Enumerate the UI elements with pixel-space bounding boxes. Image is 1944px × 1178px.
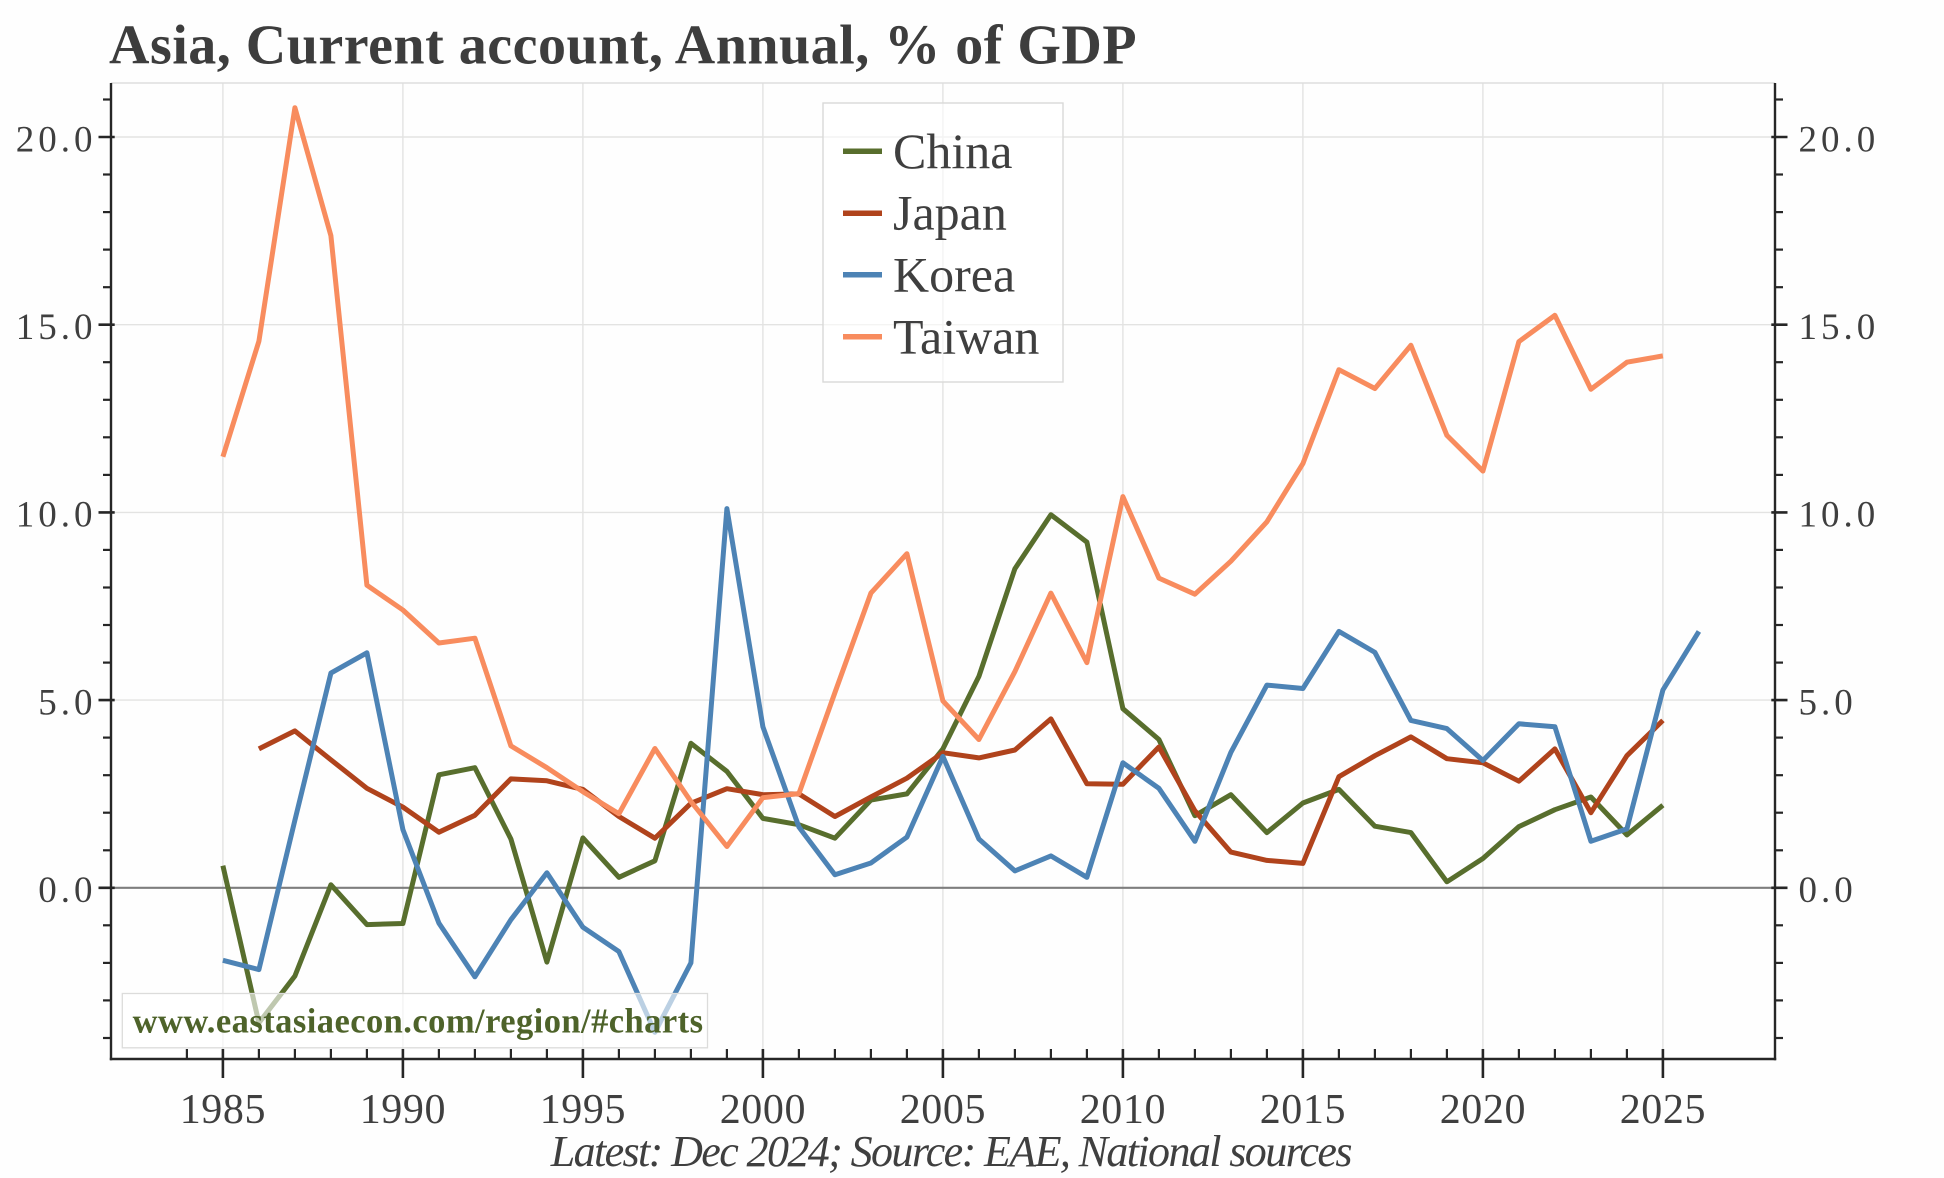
svg-text:China: China bbox=[893, 123, 1012, 179]
svg-text:5.0: 5.0 bbox=[1799, 682, 1857, 723]
svg-text:20.0: 20.0 bbox=[16, 119, 97, 160]
svg-text:2015: 2015 bbox=[1260, 1087, 1346, 1133]
svg-text:15.0: 15.0 bbox=[16, 307, 97, 348]
svg-text:Asia, Current account, Annual,: Asia, Current account, Annual, % of GDP bbox=[109, 15, 1137, 77]
svg-text:0.0: 0.0 bbox=[38, 870, 96, 911]
svg-text:Taiwan: Taiwan bbox=[893, 308, 1039, 364]
svg-text:15.0: 15.0 bbox=[1799, 307, 1880, 348]
svg-text:10.0: 10.0 bbox=[16, 495, 97, 536]
svg-text:2000: 2000 bbox=[720, 1087, 806, 1133]
svg-text:2010: 2010 bbox=[1080, 1087, 1166, 1133]
svg-text:www.eastasiaecon.com/region/#c: www.eastasiaecon.com/region/#charts bbox=[133, 1003, 704, 1041]
svg-text:2025: 2025 bbox=[1620, 1087, 1706, 1133]
svg-text:Korea: Korea bbox=[893, 246, 1015, 302]
svg-text:2020: 2020 bbox=[1440, 1087, 1526, 1133]
svg-text:20.0: 20.0 bbox=[1799, 119, 1880, 160]
svg-text:1990: 1990 bbox=[360, 1087, 446, 1133]
svg-text:Latest: Dec 2024; Source: EAE,: Latest: Dec 2024; Source: EAE, National … bbox=[550, 1127, 1352, 1176]
svg-text:1995: 1995 bbox=[540, 1087, 626, 1133]
svg-text:1985: 1985 bbox=[180, 1087, 266, 1133]
svg-text:0.0: 0.0 bbox=[1799, 870, 1857, 911]
svg-text:2005: 2005 bbox=[900, 1087, 986, 1133]
svg-text:10.0: 10.0 bbox=[1799, 495, 1880, 536]
svg-text:Japan: Japan bbox=[893, 185, 1007, 241]
svg-text:5.0: 5.0 bbox=[38, 682, 96, 723]
